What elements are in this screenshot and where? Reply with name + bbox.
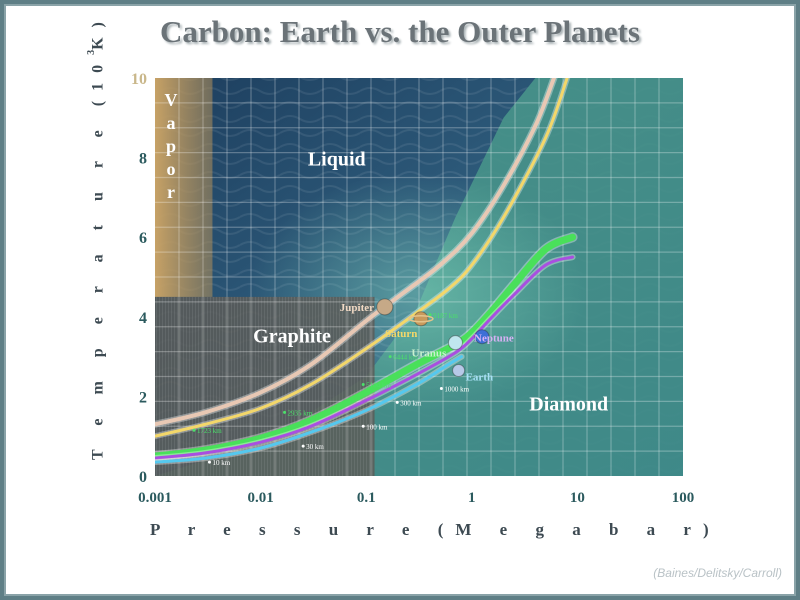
series-line-saturn [155, 78, 569, 438]
region-label-liquid: Liquid [308, 149, 366, 171]
series-line-jupiter [155, 78, 556, 427]
planet-jupiter [376, 298, 394, 316]
y-tick-label: 2 [139, 389, 147, 406]
x-tick-label: 1 [468, 490, 476, 506]
vapor-label-letter: r [167, 182, 175, 202]
depth-label: 30 km [306, 443, 324, 451]
y-tick-label: 6 [139, 230, 147, 247]
depth-label: 5104 km [366, 381, 391, 389]
vapor-label-letter: o [167, 159, 176, 179]
y-tick-label: 4 [139, 310, 147, 327]
credit-text: (Baines/Delitsky/Carroll) [653, 566, 782, 580]
y-tick-label: 8 [139, 151, 147, 168]
depth-label: 100 km [366, 423, 388, 431]
depth-label: 9187 km [433, 312, 458, 320]
depth-marker [192, 428, 196, 432]
depth-marker [207, 460, 211, 464]
planet-label-earth: Earth [466, 372, 494, 384]
x-tick-label: 0.1 [357, 490, 376, 506]
vapor-region [155, 78, 213, 297]
depth-marker [388, 355, 392, 359]
series-line-neptune [155, 255, 575, 460]
depth-label: 1723 km [197, 427, 222, 435]
planet-neptune [474, 329, 490, 345]
x-axis-label: P r e s s u r e (M e g a b a r) [150, 520, 721, 539]
planet-label-saturn: Saturn [385, 328, 417, 340]
depth-label: 2935 km [288, 409, 313, 417]
planet-label-jupiter: Jupiter [340, 302, 374, 314]
x-tick-label: 10 [570, 490, 585, 506]
depth-marker [428, 313, 432, 317]
depth-marker [301, 444, 305, 448]
diamond-region [155, 78, 683, 476]
vapor-label-letter: V [165, 90, 178, 110]
depth-label: 1000 km [444, 385, 469, 393]
depth-label: 10 km [212, 459, 230, 467]
y-tick-label: 0 [139, 469, 147, 486]
series-line-uranus [155, 233, 577, 460]
planet-label-uranus: Uranus [411, 348, 447, 360]
depth-marker [283, 410, 287, 414]
depth-marker [395, 400, 399, 404]
chart-title: Carbon: Earth vs. the Outer Planets [160, 14, 640, 49]
depth-marker [361, 382, 365, 386]
planet-label-neptune: Neptune [474, 333, 514, 345]
planet-ring-saturn [408, 315, 434, 323]
vapor-label-letter: p [166, 136, 176, 156]
planet-uranus [447, 335, 463, 351]
x-tick-label: 0.01 [247, 490, 273, 506]
y-tick-label: 10 [131, 71, 147, 88]
x-tick-label: 0.001 [138, 490, 172, 506]
series-line-earth [155, 355, 464, 464]
region-label-diamond: Diamond [529, 393, 608, 415]
planet-earth [452, 364, 466, 378]
planet-saturn [413, 311, 429, 327]
depth-label: 300 km [400, 399, 422, 407]
depth-marker [439, 386, 443, 390]
vapor-label-letter: a [167, 113, 176, 133]
region-label-graphite: Graphite [253, 326, 331, 348]
depth-label: 6444 km [393, 354, 418, 362]
plot-area: 10 km 30 km 100 km 300 km 1000 km 1723 km 2935… [155, 78, 683, 476]
depth-marker [361, 424, 365, 428]
x-tick-label: 100 [672, 490, 695, 506]
